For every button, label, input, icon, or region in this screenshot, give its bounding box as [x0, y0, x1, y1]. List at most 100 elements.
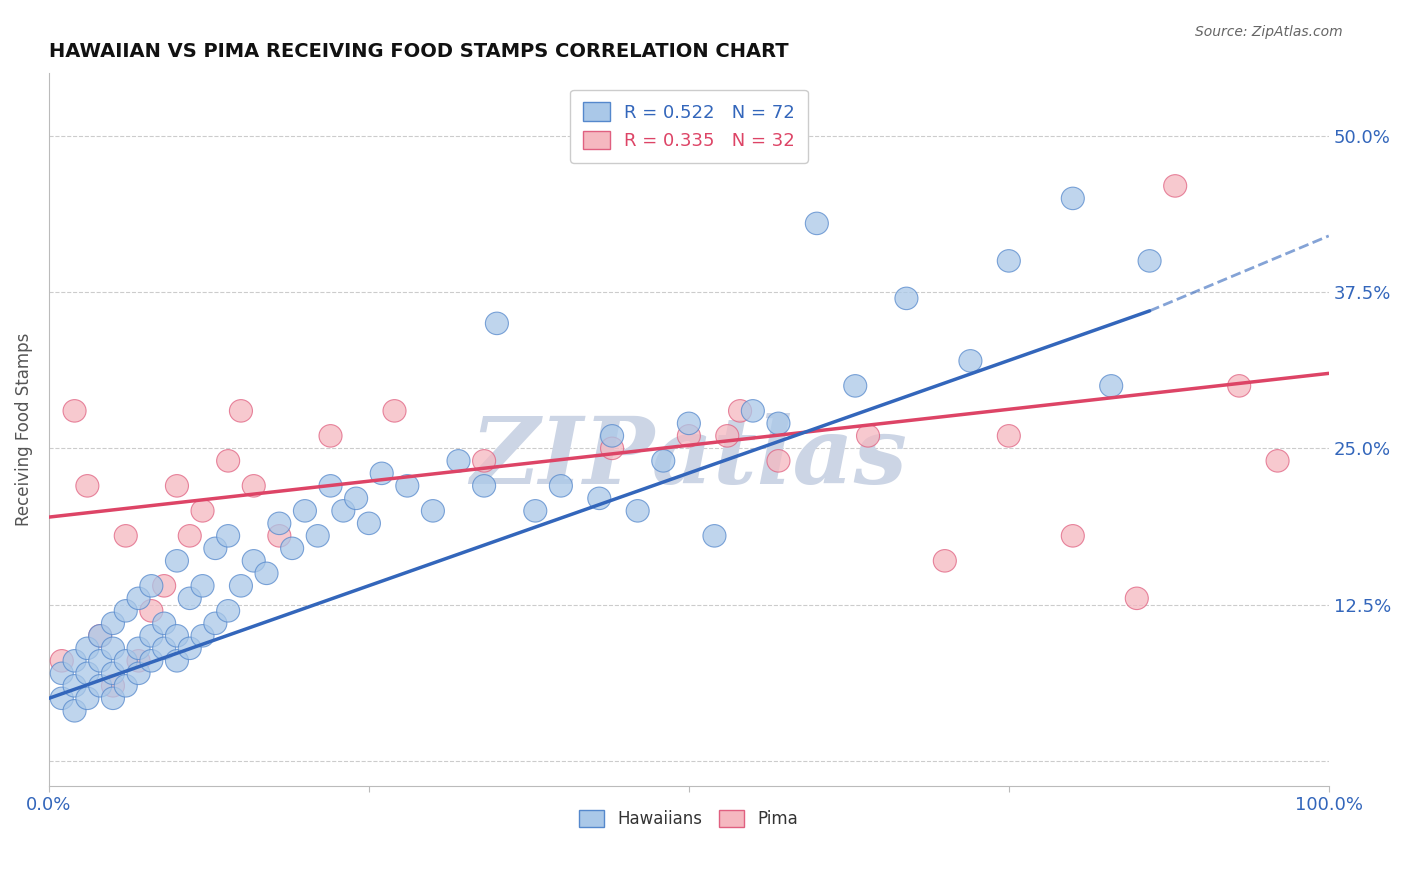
Ellipse shape: [294, 500, 316, 522]
Ellipse shape: [472, 450, 496, 472]
Ellipse shape: [524, 500, 547, 522]
Ellipse shape: [76, 687, 98, 709]
Ellipse shape: [63, 649, 86, 672]
Ellipse shape: [191, 574, 214, 597]
Ellipse shape: [1125, 587, 1149, 609]
Ellipse shape: [166, 624, 188, 647]
Ellipse shape: [242, 475, 266, 497]
Ellipse shape: [766, 412, 790, 434]
Ellipse shape: [1099, 375, 1123, 397]
Ellipse shape: [894, 287, 918, 310]
Ellipse shape: [1062, 187, 1084, 210]
Text: HAWAIIAN VS PIMA RECEIVING FOOD STAMPS CORRELATION CHART: HAWAIIAN VS PIMA RECEIVING FOOD STAMPS C…: [49, 42, 789, 61]
Ellipse shape: [179, 524, 201, 547]
Ellipse shape: [357, 512, 381, 534]
Ellipse shape: [127, 637, 150, 659]
Ellipse shape: [267, 512, 291, 534]
Ellipse shape: [382, 400, 406, 422]
Ellipse shape: [166, 649, 188, 672]
Ellipse shape: [959, 350, 981, 372]
Ellipse shape: [51, 662, 73, 684]
Ellipse shape: [254, 562, 278, 584]
Ellipse shape: [63, 699, 86, 722]
Ellipse shape: [447, 450, 470, 472]
Ellipse shape: [101, 662, 125, 684]
Ellipse shape: [217, 524, 239, 547]
Ellipse shape: [1164, 175, 1187, 197]
Ellipse shape: [63, 674, 86, 697]
Ellipse shape: [281, 537, 304, 559]
Ellipse shape: [652, 450, 675, 472]
Ellipse shape: [63, 400, 86, 422]
Ellipse shape: [703, 524, 725, 547]
Ellipse shape: [728, 400, 752, 422]
Y-axis label: Receiving Food Stamps: Receiving Food Stamps: [15, 333, 32, 526]
Text: Source: ZipAtlas.com: Source: ZipAtlas.com: [1195, 25, 1343, 39]
Ellipse shape: [101, 637, 125, 659]
Ellipse shape: [204, 612, 226, 634]
Ellipse shape: [678, 425, 700, 447]
Text: ZIPatlas: ZIPatlas: [471, 413, 907, 503]
Ellipse shape: [934, 549, 956, 572]
Ellipse shape: [217, 450, 239, 472]
Ellipse shape: [806, 212, 828, 235]
Ellipse shape: [716, 425, 738, 447]
Ellipse shape: [139, 649, 163, 672]
Ellipse shape: [166, 475, 188, 497]
Ellipse shape: [76, 475, 98, 497]
Ellipse shape: [332, 500, 354, 522]
Ellipse shape: [139, 574, 163, 597]
Ellipse shape: [678, 412, 700, 434]
Ellipse shape: [242, 549, 266, 572]
Ellipse shape: [179, 637, 201, 659]
Ellipse shape: [267, 524, 291, 547]
Ellipse shape: [139, 624, 163, 647]
Ellipse shape: [89, 649, 111, 672]
Ellipse shape: [89, 674, 111, 697]
Ellipse shape: [114, 649, 138, 672]
Ellipse shape: [217, 599, 239, 622]
Ellipse shape: [766, 450, 790, 472]
Ellipse shape: [626, 500, 650, 522]
Ellipse shape: [166, 549, 188, 572]
Ellipse shape: [127, 662, 150, 684]
Ellipse shape: [89, 624, 111, 647]
Ellipse shape: [153, 637, 176, 659]
Ellipse shape: [229, 400, 253, 422]
Ellipse shape: [319, 425, 342, 447]
Ellipse shape: [89, 624, 111, 647]
Ellipse shape: [319, 475, 342, 497]
Ellipse shape: [307, 524, 329, 547]
Ellipse shape: [550, 475, 572, 497]
Ellipse shape: [741, 400, 765, 422]
Ellipse shape: [396, 475, 419, 497]
Ellipse shape: [51, 687, 73, 709]
Ellipse shape: [51, 649, 73, 672]
Ellipse shape: [856, 425, 880, 447]
Ellipse shape: [101, 687, 125, 709]
Ellipse shape: [114, 524, 138, 547]
Ellipse shape: [127, 587, 150, 609]
Ellipse shape: [370, 462, 394, 484]
Ellipse shape: [76, 637, 98, 659]
Ellipse shape: [191, 500, 214, 522]
Legend: Hawaiians, Pima: Hawaiians, Pima: [572, 803, 806, 834]
Ellipse shape: [1227, 375, 1251, 397]
Ellipse shape: [485, 312, 509, 334]
Ellipse shape: [229, 574, 253, 597]
Ellipse shape: [153, 574, 176, 597]
Ellipse shape: [472, 475, 496, 497]
Ellipse shape: [204, 537, 226, 559]
Ellipse shape: [422, 500, 444, 522]
Ellipse shape: [997, 250, 1021, 272]
Ellipse shape: [101, 612, 125, 634]
Ellipse shape: [114, 674, 138, 697]
Ellipse shape: [1137, 250, 1161, 272]
Ellipse shape: [600, 425, 624, 447]
Ellipse shape: [191, 624, 214, 647]
Ellipse shape: [114, 599, 138, 622]
Ellipse shape: [76, 662, 98, 684]
Ellipse shape: [588, 487, 610, 509]
Ellipse shape: [153, 612, 176, 634]
Ellipse shape: [344, 487, 367, 509]
